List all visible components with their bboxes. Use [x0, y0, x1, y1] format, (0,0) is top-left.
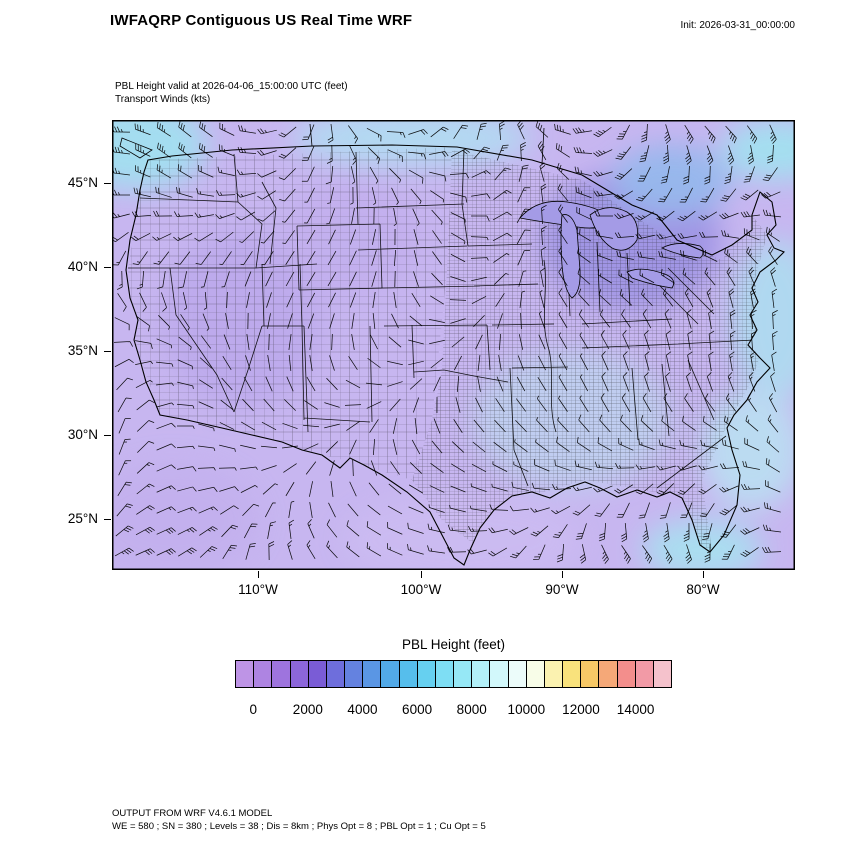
colorbar-tick-label: 0 — [249, 702, 257, 717]
colorbar-box — [236, 661, 255, 687]
colorbar-box — [435, 661, 455, 687]
lat-tick — [104, 519, 111, 520]
lat-tick — [104, 351, 111, 352]
colorbar-title: PBL Height (feet) — [401, 637, 506, 652]
init-time-label: Init: 2026-03-31_00:00:00 — [680, 20, 795, 31]
model-version-label: OUTPUT FROM WRF V4.6.1 MODEL — [112, 808, 273, 819]
colorbar-box — [381, 661, 400, 687]
colorbar-box — [472, 661, 491, 687]
page-title: IWFAQRP Contiguous US Real Time WRF — [110, 12, 413, 29]
colorbar-box — [490, 661, 509, 687]
colorbar-tick-label: 6000 — [402, 702, 433, 717]
colorbar-box — [272, 661, 291, 687]
colorbar-box — [653, 661, 672, 687]
colorbar-box — [399, 661, 418, 687]
footer-block: OUTPUT FROM WRF V4.6.1 MODEL WE = 580 ; … — [112, 808, 486, 833]
grid-config-label: WE = 580 ; SN = 380 ; Levels = 38 ; Dis … — [112, 820, 486, 832]
lat-label-30n: 30°N — [67, 427, 98, 442]
map-svg — [112, 120, 795, 570]
us-outline — [119, 123, 785, 566]
wind-barbs — [112, 120, 782, 564]
colorbar-box — [290, 661, 309, 687]
colorbar-box — [508, 661, 527, 687]
lat-tick — [104, 435, 111, 436]
colorbar-box — [308, 661, 327, 687]
lat-label-25n: 25°N — [67, 511, 98, 526]
lon-tick — [562, 571, 563, 578]
colorbar-tick-label: 4000 — [347, 702, 378, 717]
lon-tick — [703, 571, 704, 578]
colorbar-ticks: 0 2000 4000 6000 8000 10000 12000 14000 — [235, 702, 672, 720]
colorbar-box — [326, 661, 346, 687]
colorbar-box — [345, 661, 364, 687]
colorbar-box — [363, 661, 382, 687]
colorbar-tick-label: 14000 — [616, 702, 655, 717]
colorbar-box — [581, 661, 600, 687]
colorbar-tick-label: 8000 — [456, 702, 487, 717]
colorbar-tick-label: 12000 — [562, 702, 600, 717]
colorbar-tick-label: 2000 — [292, 702, 323, 717]
lat-tick — [104, 267, 111, 268]
lat-label-40n: 40°N — [67, 259, 98, 274]
lat-label-45n: 45°N — [67, 175, 98, 190]
subtitle-block: PBL Height valid at 2026-04-06_15:00:00 … — [115, 80, 348, 106]
map-frame — [112, 120, 795, 570]
colorbar-box — [544, 661, 564, 687]
colorbar-box — [254, 661, 273, 687]
colorbar-box — [526, 661, 545, 687]
lon-label-80w: 80°W — [686, 582, 720, 597]
lon-label-100w: 100°W — [400, 582, 442, 597]
map-panel — [112, 120, 795, 570]
colorbar-box — [617, 661, 636, 687]
colorbar-box — [417, 661, 436, 687]
valid-time-label: PBL Height valid at 2026-04-06_15:00:00 … — [115, 81, 348, 92]
lon-label-110w: 110°W — [238, 582, 278, 597]
colorbar-box — [599, 661, 618, 687]
colorbar-box — [635, 661, 654, 687]
lat-tick — [104, 183, 111, 184]
colorbar-box — [454, 661, 473, 687]
colorbar-tick-label: 10000 — [507, 702, 546, 717]
state-boundaries — [128, 149, 755, 489]
lon-tick — [258, 571, 259, 578]
great-lakes — [519, 200, 704, 299]
lat-label-35n: 35°N — [67, 343, 98, 358]
lon-tick — [421, 571, 422, 578]
colorbar — [235, 660, 672, 688]
winds-label: Transport Winds (kts) — [115, 94, 211, 105]
colorbar-box — [563, 661, 582, 687]
lon-label-90w: 90°W — [545, 582, 579, 597]
